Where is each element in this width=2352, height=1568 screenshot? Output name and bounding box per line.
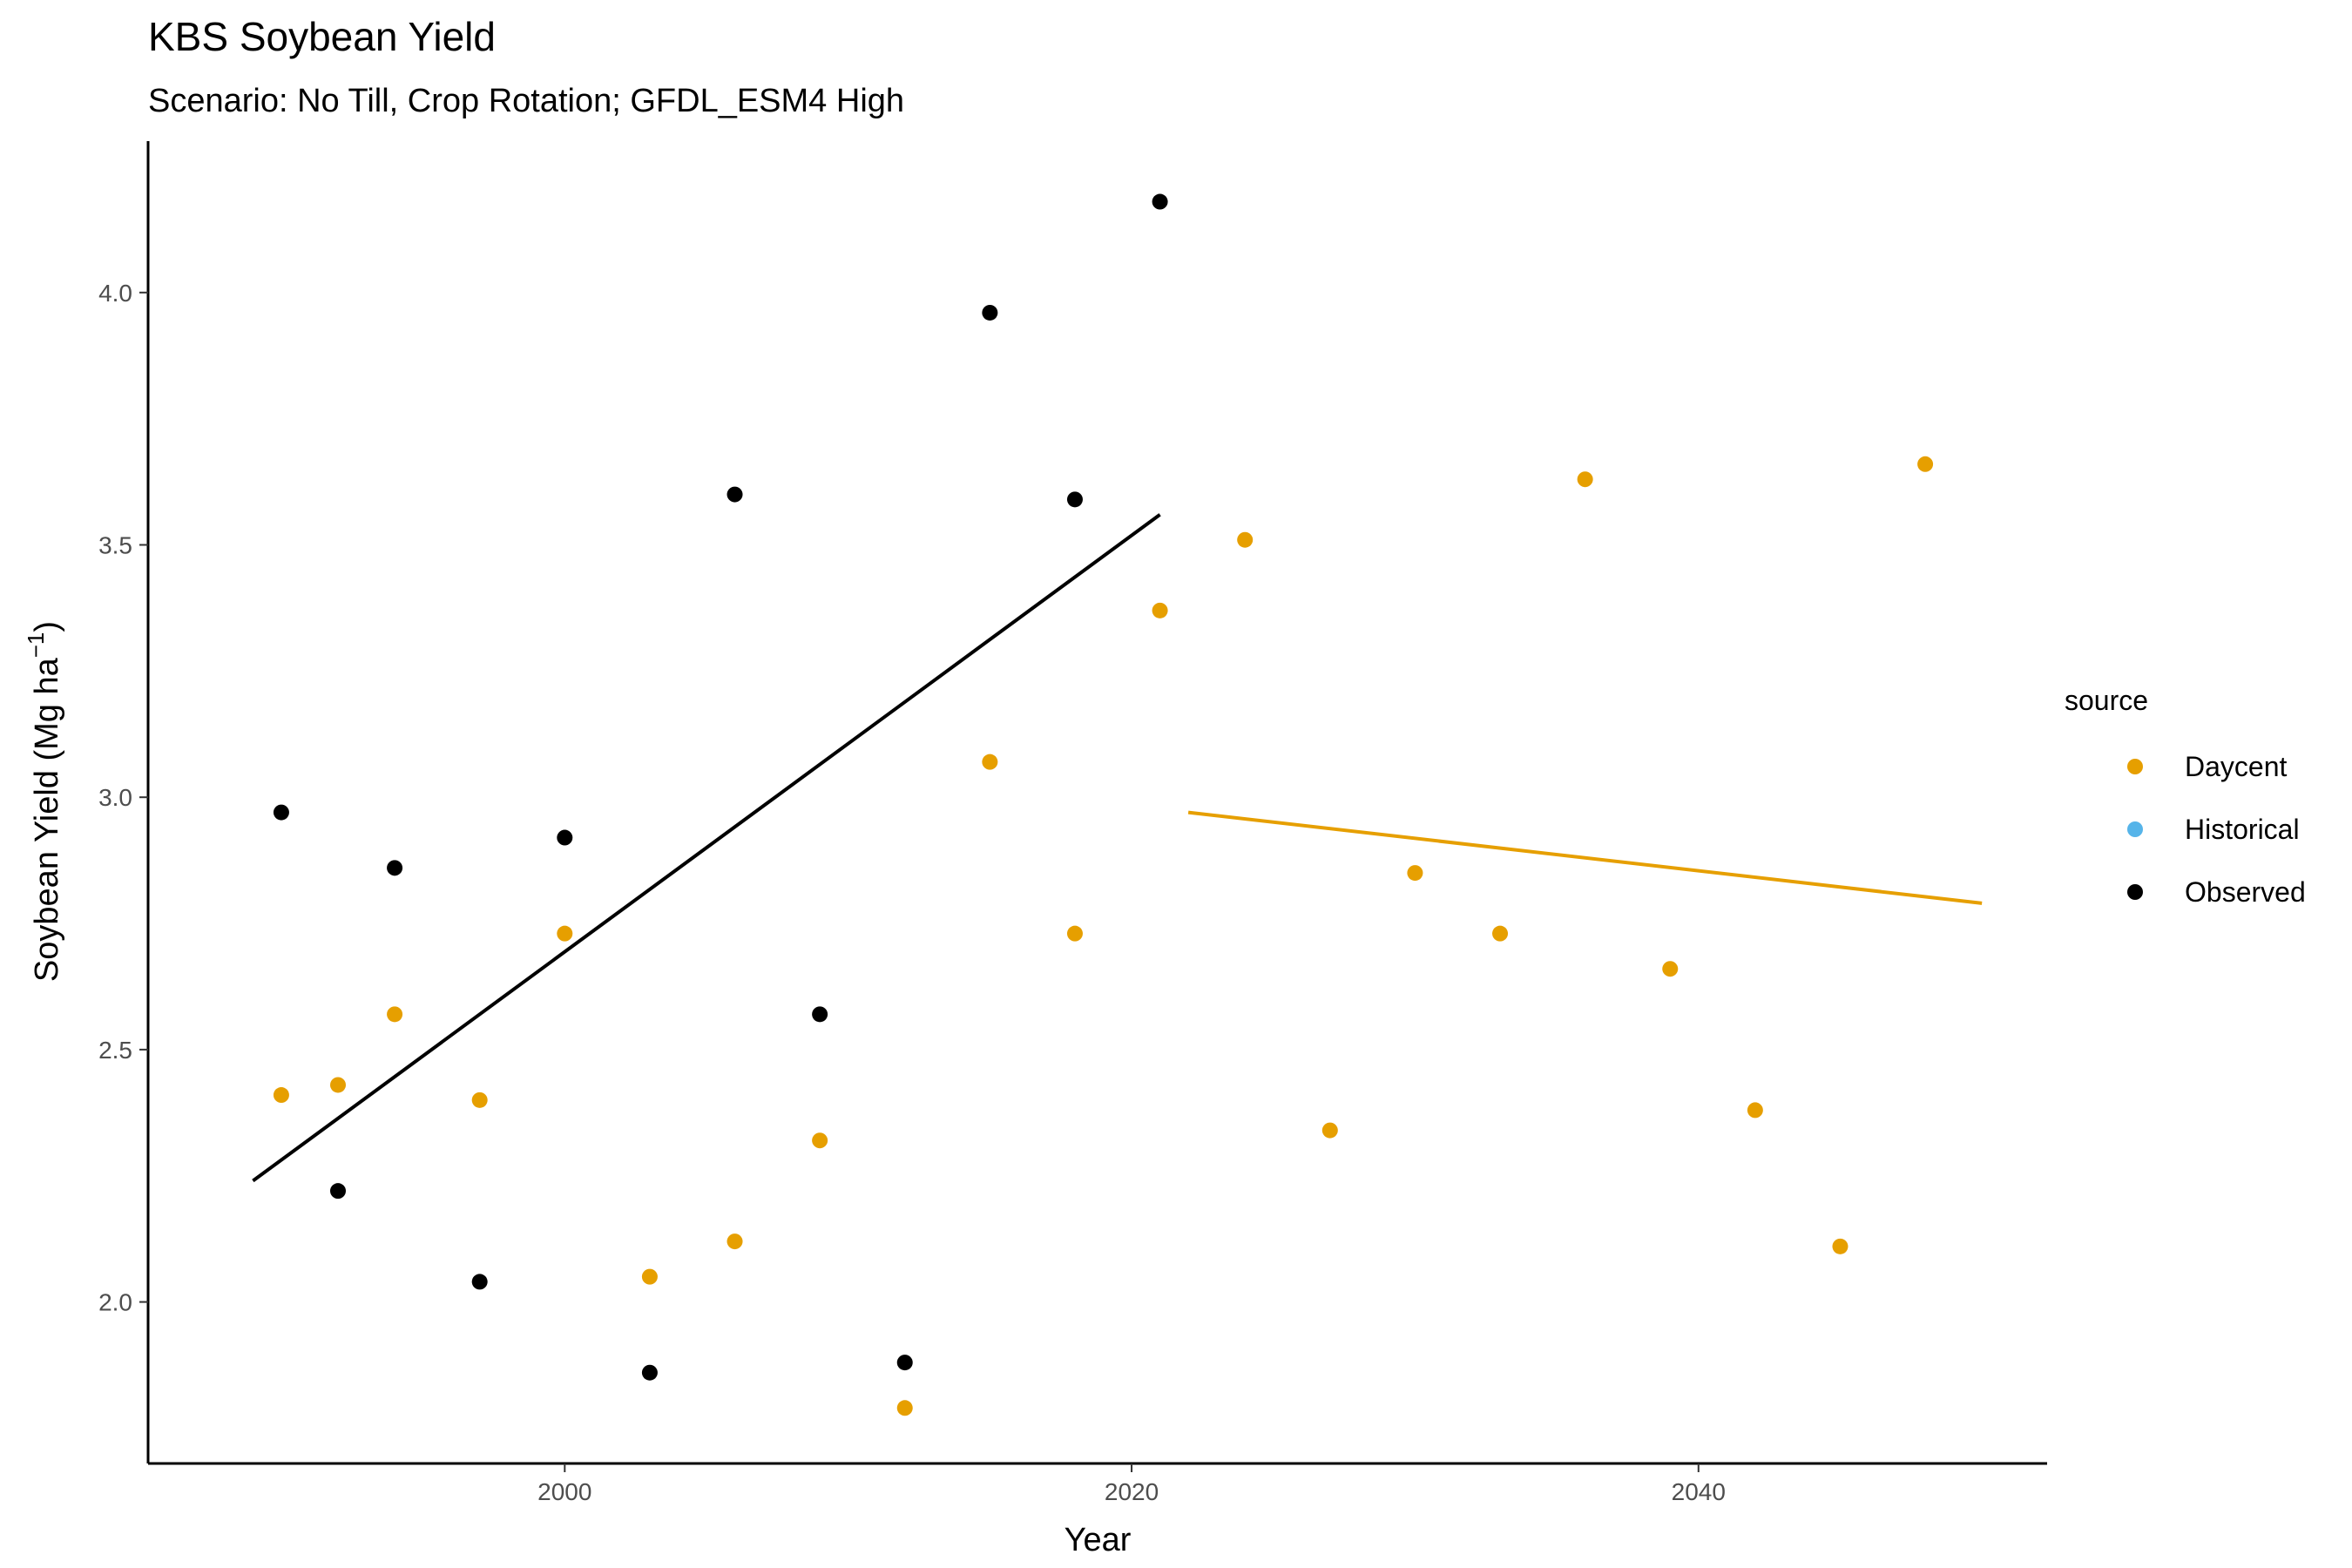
daycent-point xyxy=(1662,961,1679,977)
daycent-point xyxy=(557,925,573,942)
daycent-point xyxy=(1066,925,1083,942)
legend-key-historical xyxy=(2127,821,2143,837)
legend-title: source xyxy=(2065,685,2148,716)
y-tick-label: 2.5 xyxy=(98,1037,132,1064)
daycent-point xyxy=(1577,471,1593,488)
daycent-point xyxy=(1917,456,1934,472)
y-axis-title-main: Soybean Yield (Mg ha xyxy=(29,657,65,982)
observed-point xyxy=(557,829,573,846)
daycent-point xyxy=(1321,1122,1338,1139)
observed-point xyxy=(812,1006,828,1023)
daycent-point xyxy=(727,1233,743,1250)
observed-trend-line xyxy=(252,513,1161,1183)
observed-point xyxy=(982,304,998,321)
chart-subtitle: Scenario: No Till, Crop Rotation; GFDL_E… xyxy=(148,83,904,119)
observed-point xyxy=(471,1274,488,1290)
observed-point xyxy=(330,1183,346,1200)
x-tick-label: 2020 xyxy=(1105,1478,1159,1505)
observed-point xyxy=(1066,491,1083,508)
daycent-point xyxy=(812,1132,828,1149)
daycent-point xyxy=(1237,531,1254,548)
daycent-point xyxy=(1407,865,1423,882)
legend-key-daycent xyxy=(2127,759,2143,774)
observed-point xyxy=(641,1364,658,1381)
chart-title: KBS Soybean Yield xyxy=(148,14,496,59)
x-ticks: 2000 2020 2040 xyxy=(537,1463,1726,1505)
y-ticks: 2.0 2.5 3.0 3.5 4.0 xyxy=(98,280,148,1316)
observed-point xyxy=(896,1355,913,1371)
y-axis-title: Soybean Yield (Mg ha−1) xyxy=(23,621,65,982)
y-tick-label: 3.5 xyxy=(98,532,132,559)
daycent-point xyxy=(471,1092,488,1108)
daycent-point xyxy=(330,1077,346,1093)
x-axis-title: Year xyxy=(1064,1522,1132,1558)
plot-area xyxy=(252,193,1983,1416)
y-tick-label: 3.0 xyxy=(98,784,132,811)
daycent-point xyxy=(896,1400,913,1416)
daycent-point xyxy=(1747,1102,1763,1119)
x-tick-label: 2040 xyxy=(1672,1478,1726,1505)
legend-label-observed: Observed xyxy=(2185,876,2306,908)
observed-point xyxy=(273,804,289,821)
daycent-point xyxy=(982,754,998,770)
axes xyxy=(146,141,2047,1465)
daycent-point xyxy=(387,1006,403,1023)
legend-label-daycent: Daycent xyxy=(2185,751,2288,782)
observed-point xyxy=(727,486,743,503)
legend-label-historical: Historical xyxy=(2185,814,2300,845)
y-tick-label: 2.0 xyxy=(98,1289,132,1316)
daycent-point xyxy=(1492,925,1509,942)
daycent-point xyxy=(641,1268,658,1285)
daycent-point xyxy=(1832,1238,1848,1254)
daycent-point xyxy=(1152,602,1168,618)
y-axis-title-sup: −1 xyxy=(23,632,49,659)
y-tick-label: 4.0 xyxy=(98,280,132,307)
legend-key-observed xyxy=(2127,884,2143,900)
observed-point xyxy=(387,860,403,876)
y-axis-title-close: ) xyxy=(29,621,65,632)
daycent-trend-line xyxy=(1187,810,1983,905)
legend: source Daycent Historical Observed xyxy=(2065,685,2306,908)
observed-point xyxy=(1152,193,1168,210)
x-tick-label: 2000 xyxy=(537,1478,591,1505)
daycent-point xyxy=(273,1087,289,1104)
